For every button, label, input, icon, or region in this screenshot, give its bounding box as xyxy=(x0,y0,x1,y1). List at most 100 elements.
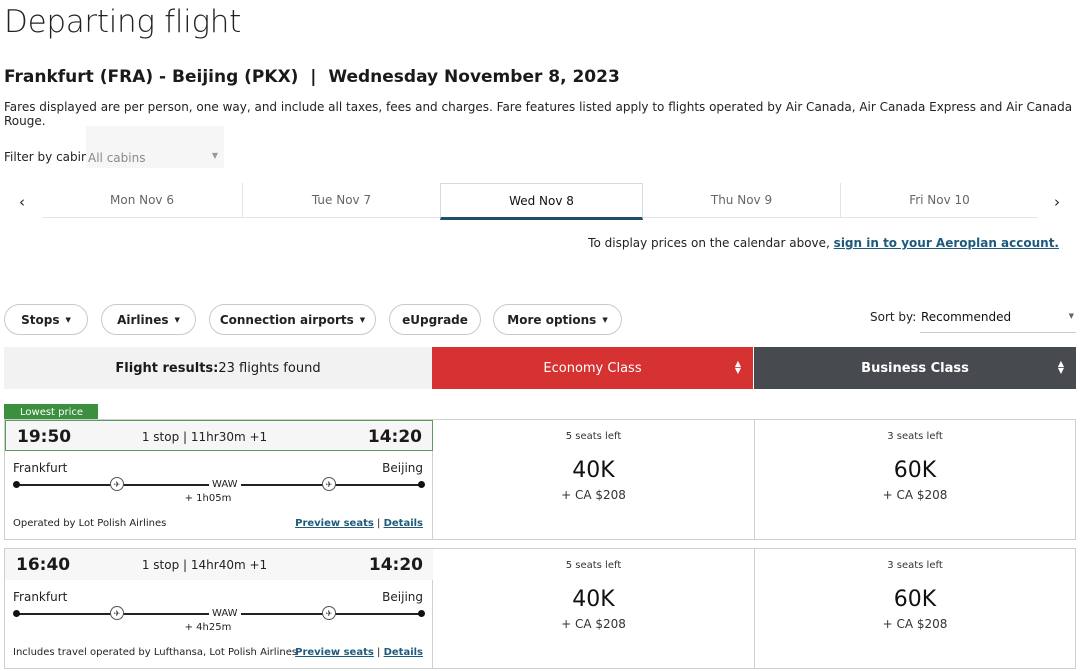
connection-airport: WAW xyxy=(209,479,241,490)
origin-city: Frankfurt xyxy=(13,590,68,604)
departure-time: 19:50 xyxy=(17,427,72,447)
seats-left: 5 seats left xyxy=(565,560,622,571)
stops-duration: 1 stop | 14hr40m +1 xyxy=(141,558,268,572)
economy-class-label: Economy Class xyxy=(543,360,642,376)
flight-results-label: Flight results: xyxy=(115,360,219,376)
economy-fare-cell[interactable]: 5 seats left 40K + CA $208 xyxy=(433,420,755,539)
sort-label: Sort by: xyxy=(870,310,917,324)
business-fare-cell[interactable]: 3 seats left 60K + CA $208 xyxy=(755,420,1075,539)
sort-icon[interactable]: ▲ ▼ xyxy=(734,359,741,375)
caret-down-icon: ▼ xyxy=(174,315,180,324)
flight-card: 16:40 1 stop | 14hr40m +1 14:20 Frankfur… xyxy=(4,548,1076,669)
destination-city: Beijing xyxy=(382,590,423,604)
caret-down-icon: ▼ xyxy=(602,315,608,324)
date-tab-thu-nov-9[interactable]: Thu Nov 9 xyxy=(643,183,841,218)
arrival-time: 14:20 xyxy=(368,555,423,575)
flight-card: 19:50 1 stop | 11hr30m +1 14:20 Frankfur… xyxy=(4,419,1076,540)
flight-itinerary: 19:50 1 stop | 11hr30m +1 14:20 Frankfur… xyxy=(5,420,433,539)
fare-note: Fares displayed are per person, one way,… xyxy=(4,100,1073,128)
date-tab-mon-nov-6[interactable]: Mon Nov 6 xyxy=(42,183,243,218)
economy-fare-cell[interactable]: 5 seats left 40K + CA $208 xyxy=(433,549,755,668)
operated-by: Includes travel operated by Lufthansa, L… xyxy=(13,647,298,658)
business-class-header[interactable]: Business Class ▲ ▼ xyxy=(754,347,1076,389)
business-fare-cell[interactable]: 3 seats left 60K + CA $208 xyxy=(755,549,1075,668)
eupgrade-filter-button[interactable]: eUpgrade xyxy=(389,304,481,335)
more-options-button[interactable]: More options ▼ xyxy=(493,304,622,335)
next-date-arrow-icon[interactable]: › xyxy=(1054,193,1060,211)
cash-price: + CA $208 xyxy=(561,617,626,631)
caret-down-icon: ▼ xyxy=(1068,312,1074,320)
points-price: 40K xyxy=(572,458,615,483)
cash-price: + CA $208 xyxy=(561,488,626,502)
points-price: 40K xyxy=(572,587,615,612)
details-link[interactable]: Details xyxy=(383,647,423,658)
destination-city: Beijing xyxy=(382,461,423,475)
caret-down-icon: ▼ xyxy=(65,315,71,324)
arrival-time: 14:20 xyxy=(367,427,422,447)
caret-down-icon: ▼ xyxy=(211,151,218,160)
caret-down-icon: ▼ xyxy=(359,315,366,324)
date-tab-fri-nov-10[interactable]: Fri Nov 10 xyxy=(841,183,1038,218)
cabin-select[interactable]: All cabins ▼ xyxy=(86,126,224,168)
details-link[interactable]: Details xyxy=(383,518,423,529)
date-bar: ‹ Mon Nov 6 Tue Nov 7 Wed Nov 8 Thu Nov … xyxy=(0,183,1080,221)
route-heading: Frankfurt (FRA) - Beijing (PKX) | Wednes… xyxy=(4,67,620,87)
seats-left: 3 seats left xyxy=(887,560,943,571)
points-price: 60K xyxy=(893,587,937,612)
prev-date-arrow-icon[interactable]: ‹ xyxy=(19,193,25,211)
layover-duration: + 4h25m xyxy=(184,622,232,633)
business-class-label: Business Class xyxy=(861,360,969,376)
airline-logo-icon: ✈ xyxy=(110,606,124,620)
sort-icon[interactable]: ▲ ▼ xyxy=(1057,359,1064,375)
lowest-price-badge: Lowest price xyxy=(4,404,98,420)
stops-filter-button[interactable]: Stops ▼ xyxy=(4,304,88,335)
points-price: 60K xyxy=(893,458,937,483)
flight-time-row: 16:40 1 stop | 14hr40m +1 14:20 xyxy=(5,549,433,580)
route-line: ✈ WAW ✈ xyxy=(13,477,425,491)
signin-link[interactable]: sign in to your Aeroplan account. xyxy=(833,236,1059,250)
link-separator: | xyxy=(377,647,381,658)
connection-airports-filter-button[interactable]: Connection airports ▼ xyxy=(209,304,376,335)
origin-dot-icon xyxy=(13,610,20,617)
origin-dot-icon xyxy=(13,481,20,488)
flight-links: Preview seats | Details xyxy=(295,518,423,529)
signin-note-text: To display prices on the calendar above, xyxy=(588,236,834,250)
signin-note: To display prices on the calendar above,… xyxy=(588,236,1059,250)
airline-logo-icon: ✈ xyxy=(110,477,124,491)
preview-seats-link[interactable]: Preview seats xyxy=(295,647,374,658)
cash-price: + CA $208 xyxy=(882,617,948,631)
stops-duration: 1 stop | 11hr30m +1 xyxy=(141,430,268,444)
origin-city: Frankfurt xyxy=(13,461,68,475)
airlines-filter-label: Airlines xyxy=(117,312,169,327)
flight-results-header: Flight results: 23 flights found xyxy=(4,347,432,389)
economy-class-header[interactable]: Economy Class ▲ ▼ xyxy=(432,347,753,389)
flight-links: Preview seats | Details xyxy=(295,647,423,658)
seats-left: 3 seats left xyxy=(887,431,943,442)
date-tab-tue-nov-7[interactable]: Tue Nov 7 xyxy=(243,183,440,218)
sort-select[interactable]: Recommended ▼ xyxy=(920,304,1076,333)
flight-itinerary: 16:40 1 stop | 14hr40m +1 14:20 Frankfur… xyxy=(5,549,433,668)
connection-airports-filter-label: Connection airports xyxy=(219,312,354,327)
filter-cabin-label: Filter by cabin xyxy=(4,150,89,164)
cash-price: + CA $208 xyxy=(882,488,948,502)
route-line: ✈ WAW ✈ xyxy=(13,606,425,620)
layover-duration: + 1h05m xyxy=(184,493,232,504)
link-separator: | xyxy=(377,518,381,529)
connection-airport: WAW xyxy=(209,608,241,619)
cabin-select-value: All cabins xyxy=(88,151,146,165)
eupgrade-filter-label: eUpgrade xyxy=(402,312,468,327)
sort-select-value: Recommended xyxy=(921,310,1012,324)
preview-seats-link[interactable]: Preview seats xyxy=(295,518,374,529)
airline-logo-icon: ✈ xyxy=(322,477,336,491)
seats-left: 5 seats left xyxy=(565,431,622,442)
stops-filter-label: Stops xyxy=(21,312,60,327)
date-tab-wed-nov-8[interactable]: Wed Nov 8 xyxy=(440,183,643,220)
airline-logo-icon: ✈ xyxy=(322,606,336,620)
destination-dot-icon xyxy=(418,610,425,617)
flight-time-row: 19:50 1 stop | 11hr30m +1 14:20 xyxy=(5,420,433,451)
destination-dot-icon xyxy=(418,481,425,488)
airlines-filter-button[interactable]: Airlines ▼ xyxy=(101,304,196,335)
page-title: Departing flight xyxy=(4,4,241,40)
flight-results-count: 23 flights found xyxy=(218,360,321,376)
operated-by: Operated by Lot Polish Airlines xyxy=(13,518,167,529)
